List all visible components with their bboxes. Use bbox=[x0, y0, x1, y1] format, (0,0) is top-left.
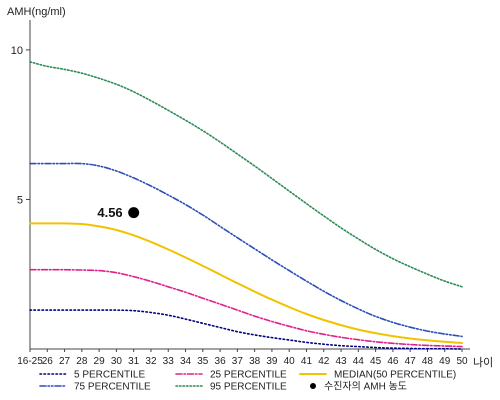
axes: AMH(ng/ml) 나이 bbox=[7, 6, 493, 369]
x-tick-label: 31 bbox=[128, 356, 140, 367]
x-tick-label: 26 bbox=[42, 356, 54, 367]
x-tick-label: 45 bbox=[370, 356, 382, 367]
patient-amh-point bbox=[128, 207, 140, 219]
y-ticks: 5 10 bbox=[11, 45, 30, 206]
x-tick-label: 34 bbox=[180, 356, 192, 367]
x-tick-label: 32 bbox=[145, 356, 157, 367]
x-tick-label: 43 bbox=[335, 356, 347, 367]
series-line-5-percentile bbox=[29, 309, 463, 350]
x-tick-label: 40 bbox=[284, 356, 296, 367]
x-tick-label: 27 bbox=[59, 356, 71, 367]
y-tick-label: 5 bbox=[17, 194, 23, 206]
legend-point-marker bbox=[310, 383, 316, 389]
y-tick-label: 10 bbox=[11, 45, 23, 57]
x-tick-label: 39 bbox=[266, 356, 278, 367]
legend-label: 25 PERCENTILE bbox=[210, 370, 287, 381]
x-tick-label: 36 bbox=[215, 356, 227, 367]
legend-label: 수진자의 AMH 농도 bbox=[324, 381, 407, 393]
x-tick-label: 42 bbox=[318, 356, 330, 367]
series-line-median-50-percentile bbox=[29, 222, 463, 344]
y-axis-title: AMH(ng/ml) bbox=[7, 6, 66, 18]
patient-point-layer: 4.56 bbox=[97, 205, 140, 220]
legend-label: 95 PERCENTILE bbox=[210, 382, 287, 393]
x-tick-label: 29 bbox=[94, 356, 106, 367]
legend-label: 5 PERCENTILE bbox=[74, 370, 145, 381]
x-tick-label: 28 bbox=[76, 356, 88, 367]
series-line-75-percentile bbox=[29, 162, 463, 338]
x-tick-label: 48 bbox=[422, 356, 434, 367]
patient-amh-value-label: 4.56 bbox=[97, 205, 122, 220]
series-lines bbox=[29, 61, 463, 350]
x-tick-label: 41 bbox=[301, 356, 313, 367]
x-axis-title: 나이 bbox=[473, 356, 493, 369]
x-tick-label: 46 bbox=[387, 356, 399, 367]
x-tick-label: 16-25 bbox=[17, 356, 43, 367]
legend-label: 75 PERCENTILE bbox=[74, 382, 151, 393]
x-tick-label: 30 bbox=[111, 356, 123, 367]
x-tick-label: 47 bbox=[405, 356, 417, 367]
x-tick-label: 33 bbox=[163, 356, 175, 367]
x-tick-label: 38 bbox=[249, 356, 261, 367]
series-line-25-percentile bbox=[29, 268, 463, 348]
x-tick-label: 44 bbox=[353, 356, 365, 367]
legend-label: MEDIAN(50 PERCENTILE) bbox=[334, 370, 456, 381]
series-line-95-percentile bbox=[29, 61, 463, 288]
x-tick-label: 37 bbox=[232, 356, 244, 367]
x-tick-label: 50 bbox=[456, 356, 468, 367]
x-tick-label: 49 bbox=[439, 356, 451, 367]
legend: 5 PERCENTILE 25 PERCENTILE MEDIAN(50 PERCE… bbox=[39, 370, 456, 393]
x-tick-label: 35 bbox=[197, 356, 209, 367]
